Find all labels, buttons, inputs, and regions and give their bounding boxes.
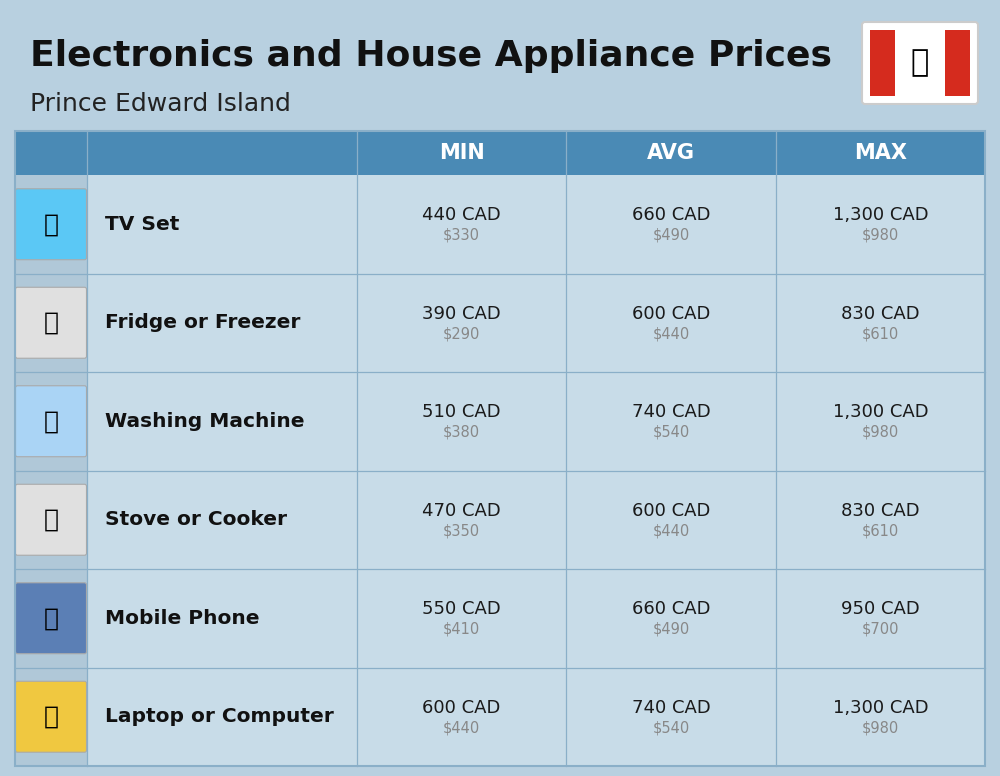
- FancyBboxPatch shape: [16, 484, 86, 556]
- Bar: [15, 372, 985, 470]
- FancyBboxPatch shape: [16, 287, 86, 359]
- Bar: [15, 372, 87, 470]
- Text: $440: $440: [652, 523, 690, 539]
- Bar: [895, 30, 945, 96]
- Text: $410: $410: [443, 622, 480, 637]
- Text: 550 CAD: 550 CAD: [422, 601, 501, 618]
- Bar: [15, 569, 87, 667]
- Text: 🍳: 🍳: [44, 508, 58, 532]
- Bar: [15, 131, 985, 175]
- Text: $610: $610: [862, 523, 899, 539]
- Text: 💻: 💻: [44, 705, 58, 729]
- FancyBboxPatch shape: [16, 681, 86, 752]
- Text: Electronics and House Appliance Prices: Electronics and House Appliance Prices: [30, 39, 832, 73]
- Text: 740 CAD: 740 CAD: [632, 698, 710, 717]
- Text: 740 CAD: 740 CAD: [632, 404, 710, 421]
- Text: Prince Edward Island: Prince Edward Island: [30, 92, 291, 116]
- Text: 440 CAD: 440 CAD: [422, 206, 501, 224]
- Text: 950 CAD: 950 CAD: [841, 601, 920, 618]
- Text: 660 CAD: 660 CAD: [632, 601, 710, 618]
- FancyBboxPatch shape: [862, 22, 978, 104]
- Text: 600 CAD: 600 CAD: [422, 698, 501, 717]
- FancyBboxPatch shape: [16, 189, 86, 260]
- Text: $610: $610: [862, 326, 899, 341]
- Text: Stove or Cooker: Stove or Cooker: [105, 511, 287, 529]
- Text: TV Set: TV Set: [105, 215, 179, 234]
- Text: $490: $490: [652, 227, 690, 243]
- Text: 🫧: 🫧: [44, 409, 58, 433]
- Text: 600 CAD: 600 CAD: [632, 305, 710, 323]
- Bar: [15, 131, 985, 766]
- Text: Mobile Phone: Mobile Phone: [105, 608, 260, 628]
- Text: $380: $380: [443, 424, 480, 440]
- Text: Laptop or Computer: Laptop or Computer: [105, 707, 334, 726]
- Bar: [15, 667, 87, 766]
- Bar: [15, 667, 985, 766]
- Bar: [870, 30, 895, 96]
- Text: $700: $700: [862, 622, 899, 637]
- Text: $490: $490: [652, 622, 690, 637]
- Text: $440: $440: [652, 326, 690, 341]
- Text: MAX: MAX: [854, 143, 907, 163]
- Text: 830 CAD: 830 CAD: [841, 305, 920, 323]
- Text: 🧊: 🧊: [44, 310, 58, 334]
- Text: $980: $980: [862, 720, 899, 735]
- Text: 🍁: 🍁: [911, 48, 929, 78]
- Text: $540: $540: [652, 720, 690, 735]
- Text: $980: $980: [862, 424, 899, 440]
- Text: 1,300 CAD: 1,300 CAD: [833, 404, 928, 421]
- Text: 510 CAD: 510 CAD: [422, 404, 501, 421]
- Text: 660 CAD: 660 CAD: [632, 206, 710, 224]
- Text: 📱: 📱: [44, 606, 58, 630]
- Text: $350: $350: [443, 523, 480, 539]
- Text: $290: $290: [443, 326, 480, 341]
- Text: $980: $980: [862, 227, 899, 243]
- Text: $330: $330: [443, 227, 480, 243]
- Text: 1,300 CAD: 1,300 CAD: [833, 206, 928, 224]
- Text: 600 CAD: 600 CAD: [632, 502, 710, 520]
- Text: Washing Machine: Washing Machine: [105, 412, 304, 431]
- Text: 830 CAD: 830 CAD: [841, 502, 920, 520]
- Text: $540: $540: [652, 424, 690, 440]
- FancyBboxPatch shape: [16, 583, 86, 653]
- Bar: [15, 470, 985, 569]
- Bar: [15, 273, 985, 372]
- FancyBboxPatch shape: [16, 386, 86, 457]
- Text: 📺: 📺: [44, 213, 58, 236]
- Bar: [15, 273, 87, 372]
- Text: $440: $440: [443, 720, 480, 735]
- Text: 390 CAD: 390 CAD: [422, 305, 501, 323]
- Bar: [945, 30, 970, 96]
- Text: Fridge or Freezer: Fridge or Freezer: [105, 314, 300, 332]
- Bar: [15, 569, 985, 667]
- Text: MIN: MIN: [439, 143, 485, 163]
- Bar: [15, 175, 985, 273]
- Bar: [15, 470, 87, 569]
- Text: 470 CAD: 470 CAD: [422, 502, 501, 520]
- Bar: [15, 175, 87, 273]
- Text: AVG: AVG: [647, 143, 695, 163]
- Text: 1,300 CAD: 1,300 CAD: [833, 698, 928, 717]
